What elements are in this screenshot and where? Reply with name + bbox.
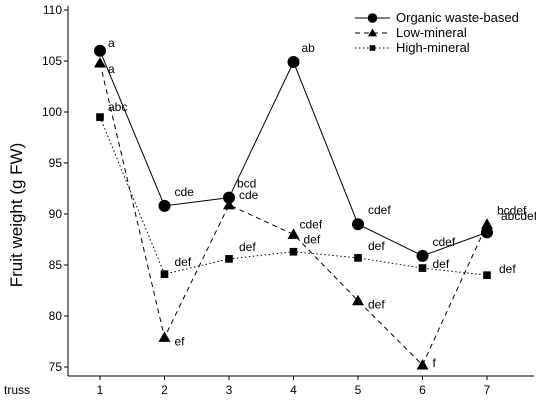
significance-label: a bbox=[108, 36, 115, 50]
square-data-point bbox=[418, 264, 427, 272]
significance-label: def bbox=[175, 255, 192, 269]
legend-label: Low-mineral bbox=[396, 25, 467, 40]
significance-label: def bbox=[499, 262, 516, 276]
legend: Organic waste-basedLow-mineralHigh-miner… bbox=[355, 10, 519, 55]
significance-label: ab bbox=[302, 41, 316, 55]
y-tick-label: 90 bbox=[49, 207, 63, 221]
y-tick-label: 100 bbox=[42, 105, 62, 119]
significance-label: def bbox=[368, 239, 385, 253]
triangle-data-point bbox=[481, 218, 493, 229]
x-tick-label: 5 bbox=[355, 383, 362, 397]
legend-square-marker bbox=[369, 45, 376, 51]
triangle-data-point bbox=[287, 228, 300, 239]
square-data-point bbox=[160, 270, 169, 279]
triangle-data-point bbox=[352, 294, 364, 306]
triangle-data-point bbox=[416, 358, 429, 370]
square-data-point bbox=[354, 254, 362, 262]
significance-label: ef bbox=[175, 334, 186, 348]
y-tick-label: 80 bbox=[49, 309, 63, 323]
y-tick-label: 110 bbox=[43, 3, 62, 17]
significance-label: bcdef bbox=[497, 203, 527, 217]
circle-data-point bbox=[94, 44, 106, 57]
triangle-data-point bbox=[94, 57, 106, 68]
significance-label: def bbox=[304, 233, 321, 247]
x-tick-label: 6 bbox=[419, 383, 426, 397]
square-data-point bbox=[289, 247, 298, 256]
significance-label: cdef bbox=[433, 235, 456, 249]
significance-label: f bbox=[433, 356, 437, 370]
triangle-data-point bbox=[158, 331, 171, 342]
x-tick-label: 7 bbox=[484, 383, 491, 397]
x-tick-label: 3 bbox=[226, 383, 233, 397]
series-lines bbox=[99, 50, 488, 366]
circle-data-point bbox=[223, 191, 235, 204]
y-tick-label: 85 bbox=[49, 258, 63, 272]
circle-data-point bbox=[352, 218, 364, 231]
triangle-data-point bbox=[223, 198, 235, 210]
axes: 75 80 85 90 95 100 105 110 1 2 3 4 5 6 7 bbox=[42, 3, 534, 397]
x-tick-label: 1 bbox=[97, 383, 104, 397]
series-line bbox=[99, 62, 488, 366]
legend-circle-marker bbox=[367, 13, 378, 23]
significance-label: a bbox=[108, 62, 115, 76]
y-tick-label: 95 bbox=[49, 156, 63, 170]
square-data-point bbox=[483, 271, 491, 280]
significance-label: def bbox=[368, 298, 385, 312]
y-tick-label: 75 bbox=[49, 360, 63, 374]
significance-label: cdef bbox=[368, 203, 391, 217]
circle-data-point bbox=[416, 249, 429, 262]
significance-label: abcdef bbox=[501, 209, 536, 223]
significance-label: bcd bbox=[237, 177, 256, 191]
y-axis-title: Fruit weight (g FW) bbox=[7, 143, 26, 288]
circle-data-point bbox=[481, 226, 493, 239]
square-data-point bbox=[96, 113, 104, 121]
x-tick-label: 2 bbox=[161, 383, 168, 397]
significance-label: def bbox=[433, 257, 450, 271]
legend-label: High-mineral bbox=[396, 40, 470, 55]
x-axis-title: truss bbox=[4, 383, 30, 397]
significance-labels: acdebcdabcdefcdefbcdefaefcdecdefdeffabcd… bbox=[108, 36, 536, 370]
significance-label: cde bbox=[175, 185, 195, 199]
series-marks bbox=[94, 44, 493, 370]
circle-data-point bbox=[287, 56, 300, 69]
circle-data-point bbox=[158, 199, 171, 212]
series-line bbox=[99, 50, 488, 257]
square-data-point bbox=[225, 255, 233, 263]
significance-label: abc bbox=[108, 100, 127, 114]
y-tick-label: 105 bbox=[42, 54, 62, 68]
x-tick-label: 4 bbox=[290, 383, 297, 397]
legend-triangle-marker bbox=[367, 28, 378, 37]
legend-label: Organic waste-based bbox=[396, 10, 519, 25]
significance-label: cde bbox=[239, 188, 259, 202]
significance-label: def bbox=[239, 240, 256, 254]
significance-label: cdef bbox=[300, 217, 323, 231]
